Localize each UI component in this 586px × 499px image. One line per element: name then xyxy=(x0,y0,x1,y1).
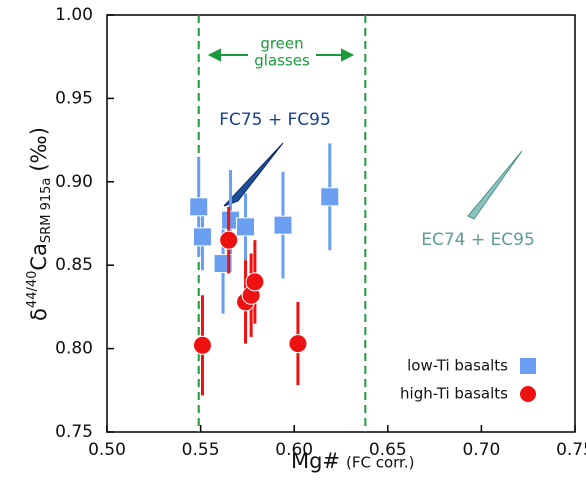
x-tick-label: 0.70 xyxy=(462,440,500,460)
range-arrow xyxy=(207,48,355,62)
ec-wedge xyxy=(467,150,523,220)
point xyxy=(288,334,308,354)
point xyxy=(320,187,340,207)
y-tick-label: 0.90 xyxy=(55,172,93,192)
y-label-part: 44/40 xyxy=(25,271,40,308)
ec-label: EC74 + EC95 xyxy=(421,230,535,250)
point xyxy=(192,227,212,247)
legend-label: low-Ti basalts xyxy=(407,357,508,375)
y-tick-label: 0.85 xyxy=(55,255,93,275)
y-tick-label: 0.80 xyxy=(55,339,93,359)
y-tick-label: 0.95 xyxy=(55,88,93,108)
green-glasses-label: glasses xyxy=(254,52,310,70)
x-label-note: (FC corr.) xyxy=(346,454,414,472)
legend-label: high-Ti basalts xyxy=(400,385,508,403)
point xyxy=(189,197,209,217)
x-label: Mg# xyxy=(291,449,340,473)
y-label-part: (‰) xyxy=(27,127,51,172)
y-tick-label: 0.75 xyxy=(55,422,93,442)
x-tick-label: 0.65 xyxy=(369,440,407,460)
y-tick-label: 1.00 xyxy=(55,5,93,25)
x-tick-label: 0.50 xyxy=(88,440,126,460)
green-glasses-label: green xyxy=(260,35,303,53)
y-label-part: SRM 915a xyxy=(39,178,54,243)
x-tick-label: 0.75 xyxy=(556,440,586,460)
plot-frame xyxy=(106,14,576,433)
point xyxy=(219,230,239,250)
legend-marker xyxy=(520,358,536,374)
legend-marker xyxy=(520,386,536,402)
y-label-part: δ xyxy=(27,308,51,321)
point xyxy=(245,272,265,292)
fc-wedge xyxy=(223,142,284,207)
point xyxy=(192,335,212,355)
fc-label: FC75 + FC95 xyxy=(219,110,331,130)
y-label-part: Ca xyxy=(27,243,51,271)
point xyxy=(273,215,293,235)
point xyxy=(236,217,256,237)
x-tick-label: 0.60 xyxy=(275,440,313,460)
y-label: δ44/40CaSRM 915a (‰) xyxy=(25,127,54,321)
x-tick-label: 0.55 xyxy=(182,440,220,460)
